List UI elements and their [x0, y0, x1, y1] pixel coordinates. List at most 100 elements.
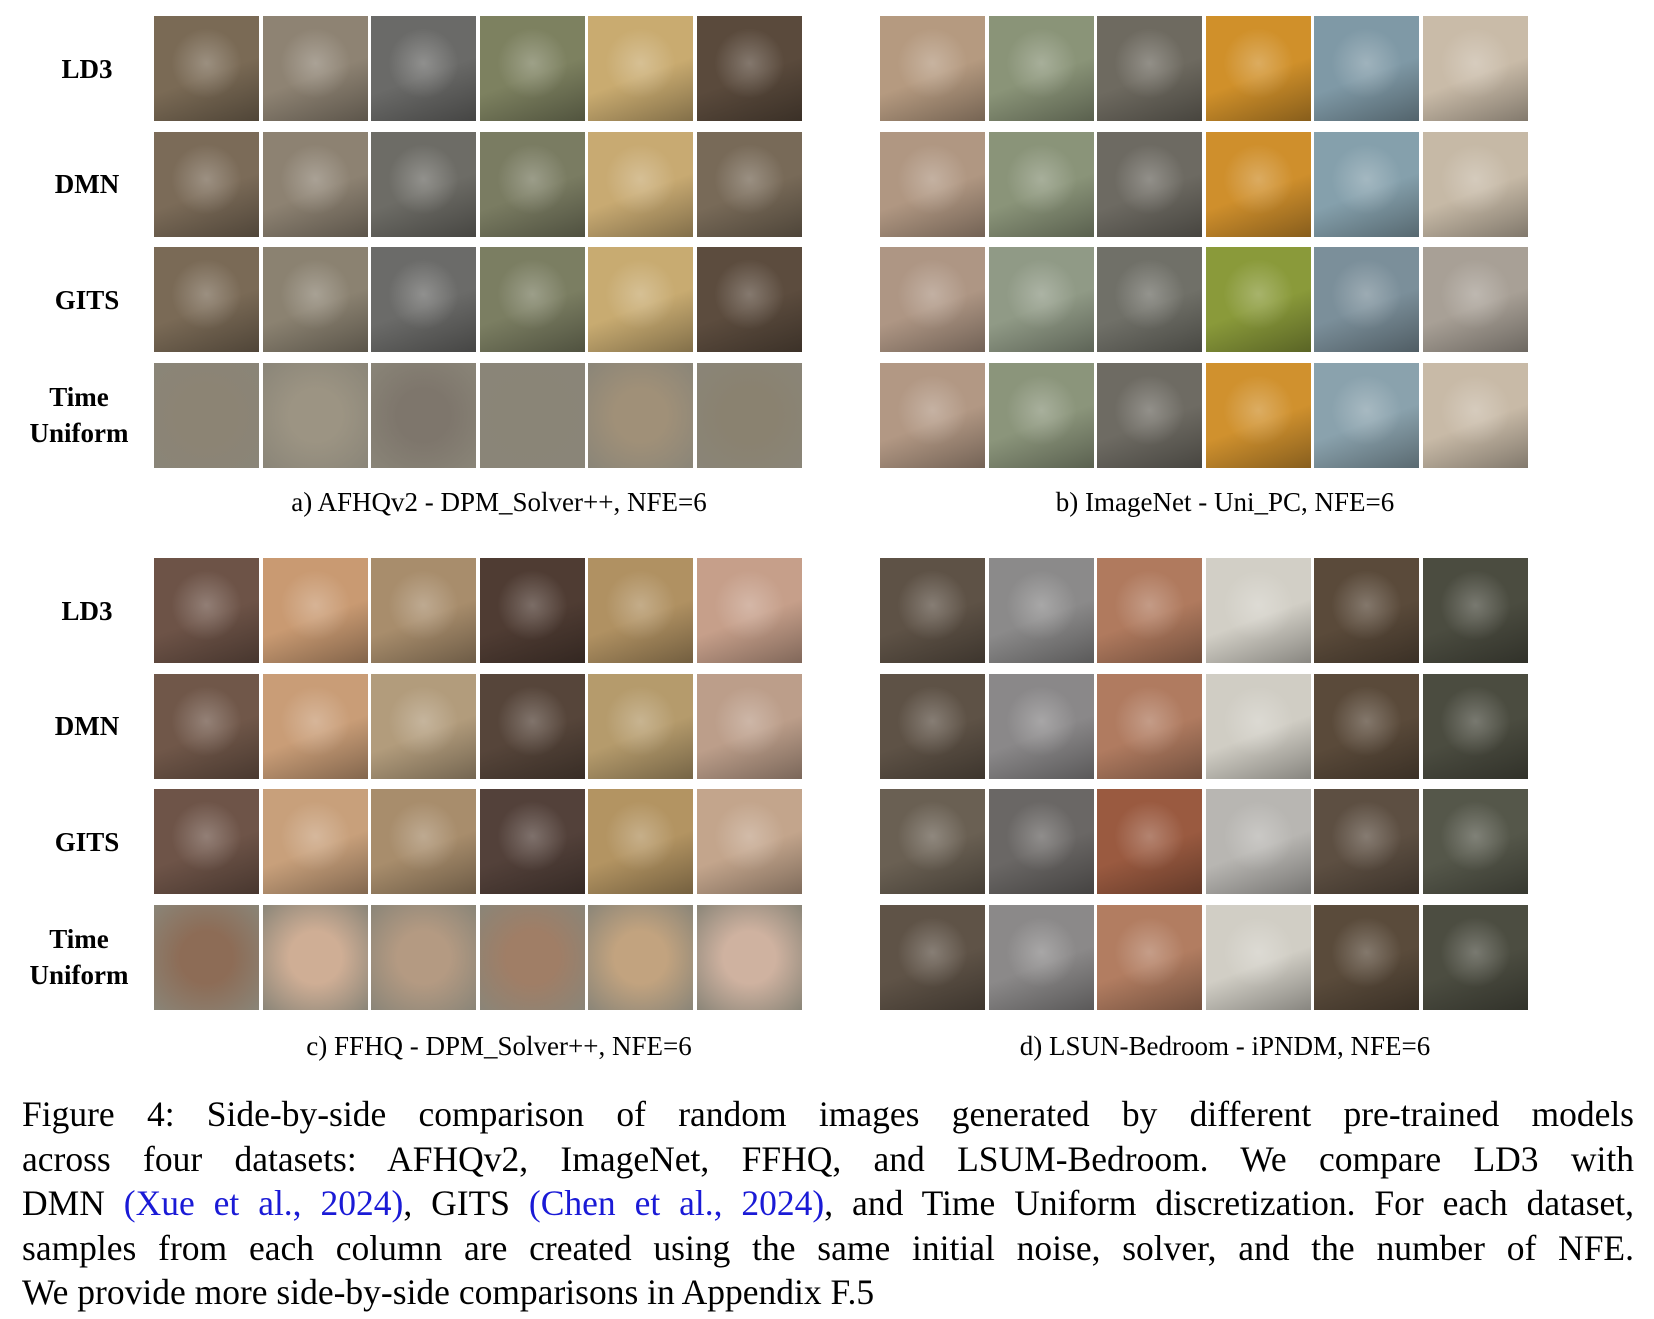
sample-image [262, 904, 368, 1010]
sample-image [262, 16, 368, 121]
sample-image [880, 789, 985, 894]
sample-image [479, 131, 585, 237]
sample-image [1314, 673, 1420, 779]
sample-image [588, 362, 694, 468]
sample-image [1423, 673, 1528, 779]
sample-image [262, 558, 368, 663]
sample-image [154, 16, 259, 121]
sample-image [880, 247, 985, 352]
sample-image [479, 789, 585, 894]
sample-image [988, 673, 1094, 779]
sample-image [988, 16, 1094, 121]
image-grid-a [154, 16, 844, 468]
sample-image [588, 131, 694, 237]
sample-image [1205, 904, 1311, 1010]
image-grid-b [880, 16, 1570, 468]
sample-image [479, 362, 585, 468]
sample-image [880, 904, 985, 1010]
row-label-gits-c: GITS [54, 826, 120, 857]
sample-image [1205, 131, 1311, 237]
sample-image [1423, 558, 1528, 663]
sample-image [988, 247, 1094, 352]
figure-caption: Figure 4: Side-by-side comparison of ran… [22, 1092, 1634, 1315]
sample-image [1097, 16, 1203, 121]
sample-image [1205, 558, 1311, 663]
image-grid-c [154, 558, 844, 1010]
sample-image [479, 16, 585, 121]
sample-image [588, 558, 694, 663]
sample-image [1423, 362, 1528, 468]
sample-image [154, 789, 259, 894]
sample-image [371, 16, 477, 121]
sample-image [1423, 16, 1528, 121]
sample-image [1097, 904, 1203, 1010]
sample-image [988, 789, 1094, 894]
sample-image [1205, 362, 1311, 468]
sample-image [880, 131, 985, 237]
sample-image [697, 247, 802, 352]
sample-image [371, 247, 477, 352]
sample-image [1423, 131, 1528, 237]
row-label-time-uniform: Time Uniform [29, 381, 129, 448]
caption-line-1: Figure 4: Side-by-side comparison of ran… [22, 1094, 1634, 1134]
sample-image [880, 362, 985, 468]
caption-line-4: samples from each column are created usi… [22, 1227, 1634, 1268]
caption-text: , and Time Uniform discretization. For e… [824, 1183, 1635, 1223]
sample-image [479, 247, 585, 352]
sample-image [697, 16, 802, 121]
row-label-dmn: DMN [54, 168, 120, 199]
sample-image [371, 789, 477, 894]
sample-image [154, 558, 259, 663]
sample-image [1314, 131, 1420, 237]
sample-image [262, 789, 368, 894]
sample-image [1205, 673, 1311, 779]
citation-link-chen[interactable]: (Chen et al., 2024) [528, 1183, 825, 1223]
sample-image [588, 16, 694, 121]
sample-image [371, 362, 477, 468]
sample-image [588, 904, 694, 1010]
sample-image [880, 16, 985, 121]
sample-image [1097, 362, 1203, 468]
sample-image [154, 247, 259, 352]
sample-image [262, 673, 368, 779]
sample-image [588, 673, 694, 779]
sample-image [1097, 558, 1203, 663]
sample-image [1423, 904, 1528, 1010]
citation-link-xue[interactable]: (Xue et al., 2024) [123, 1183, 404, 1223]
sample-image [1314, 789, 1420, 894]
sample-image [1314, 16, 1420, 121]
sample-image [1097, 247, 1203, 352]
caption-line-2: across four datasets: AFHQv2, ImageNet, … [22, 1138, 1634, 1179]
sample-image [1423, 247, 1528, 352]
sample-image [479, 558, 585, 663]
sample-image [1423, 789, 1528, 894]
sample-image [697, 131, 802, 237]
sample-image [154, 131, 259, 237]
sample-image [1097, 789, 1203, 894]
row-label-dmn-c: DMN [54, 710, 120, 741]
sample-image [988, 904, 1094, 1010]
sample-image [371, 673, 477, 779]
sample-image [262, 247, 368, 352]
sample-image [371, 904, 477, 1010]
sample-image [697, 558, 802, 663]
row-label-ld3-c: LD3 [61, 595, 113, 626]
caption-line-5: We provide more side-by-side comparisons… [22, 1272, 875, 1312]
sample-image [371, 131, 477, 237]
sample-image [371, 558, 477, 663]
row-label-gits: GITS [54, 284, 120, 315]
sample-image [262, 131, 368, 237]
sample-image [588, 789, 694, 894]
caption-line-3: DMN (Xue et al., 2024), GITS (Chen et al… [22, 1181, 1634, 1226]
sample-image [1097, 131, 1203, 237]
image-grid-d [880, 558, 1570, 1010]
caption-text: DMN [22, 1183, 124, 1223]
sample-image [479, 904, 585, 1010]
sample-image [988, 558, 1094, 663]
sample-image [154, 904, 259, 1010]
sample-image [697, 673, 802, 779]
sample-image [697, 789, 802, 894]
sample-image [479, 673, 585, 779]
sample-image [1097, 673, 1203, 779]
sample-image [988, 362, 1094, 468]
